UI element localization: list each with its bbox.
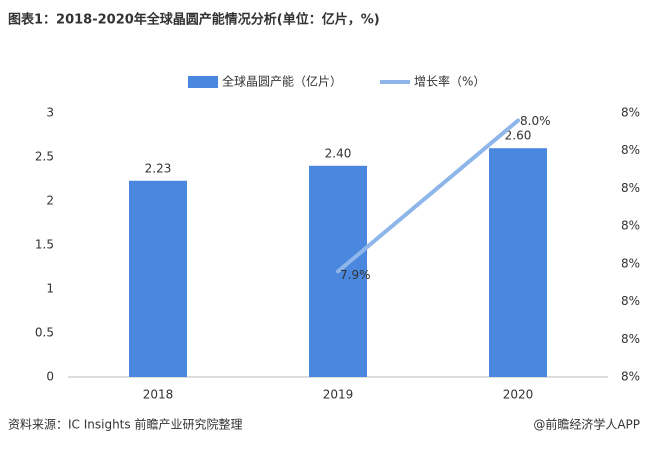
- y-tick-label: 1.5: [35, 238, 54, 252]
- y2-tick-label: 8%: [621, 219, 640, 233]
- data-label: 2.60: [505, 129, 532, 143]
- legend-label: 增长率（%）: [414, 74, 485, 89]
- data-label: 2.40: [325, 146, 352, 160]
- y-tick-label: 0.5: [35, 326, 54, 340]
- x-tick-label: 2019: [323, 388, 354, 402]
- y-tick-label: 3: [46, 106, 54, 120]
- watermark: @前瞻经济学人APP: [533, 417, 640, 432]
- y2-tick-label: 8%: [621, 106, 640, 120]
- x-tick-label: 2020: [503, 388, 534, 402]
- y-tick-label: 1: [46, 282, 54, 296]
- x-tick-label: 2018: [143, 388, 174, 402]
- legend-label: 全球晶圆产能（亿片）: [222, 74, 342, 89]
- bar: [489, 148, 547, 377]
- line: [336, 118, 520, 274]
- y2-tick-label: 8%: [621, 294, 640, 308]
- y2-tick-label: 8%: [621, 181, 640, 195]
- y2-tick-label: 8%: [621, 143, 640, 157]
- data-label: 8.0%: [520, 114, 551, 128]
- y2-tick-label: 8%: [621, 370, 640, 384]
- source: 资料来源：IC Insights 前瞻产业研究院整理: [8, 417, 242, 432]
- bar: [129, 180, 187, 377]
- chart-title: 图表1：2018-2020年全球晶圆产能情况分析(单位：亿片，%): [8, 12, 380, 28]
- y-tick-label: 0: [46, 370, 54, 384]
- data-label: 2.23: [145, 161, 172, 175]
- y-tick-label: 2.5: [35, 150, 54, 164]
- data-label: 7.9%: [340, 268, 371, 282]
- y-tick-label: 2: [46, 194, 54, 208]
- y2-tick-label: 8%: [621, 332, 640, 346]
- legend-swatch: [188, 76, 218, 88]
- y2-tick-label: 8%: [621, 256, 640, 270]
